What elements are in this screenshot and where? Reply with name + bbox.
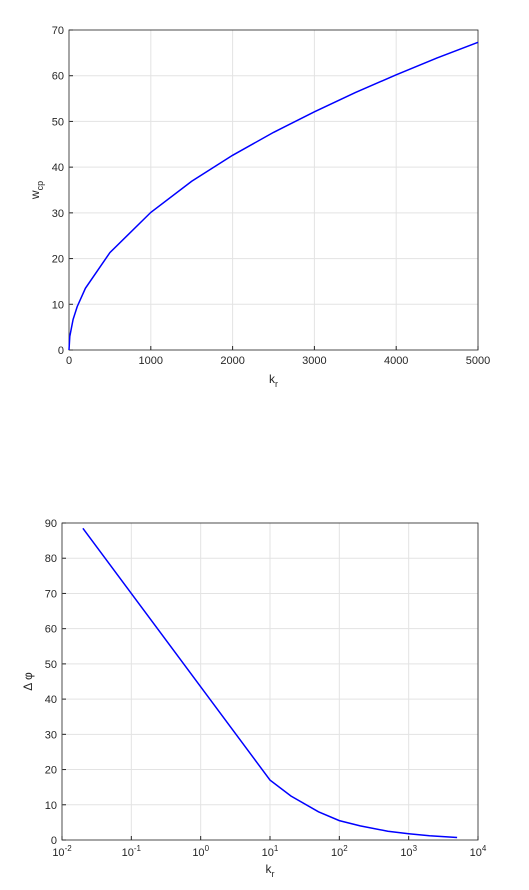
x-tick-label: 103 bbox=[400, 844, 417, 859]
x-tick-exponent: 4 bbox=[482, 844, 487, 853]
y-tick-label: 70 bbox=[52, 25, 64, 37]
x-tick-label: 101 bbox=[262, 844, 279, 859]
x-tick-base: 10 bbox=[52, 847, 64, 859]
x-tick-label: 102 bbox=[331, 844, 348, 859]
axes-frame bbox=[68, 29, 479, 351]
x-tick-label: 104 bbox=[470, 844, 487, 859]
y-label-main: w bbox=[28, 190, 42, 200]
x-tick-exponent: 1 bbox=[274, 844, 279, 853]
y-tick-label: 30 bbox=[52, 208, 64, 220]
axes-background bbox=[69, 30, 478, 350]
y-tick-label: 10 bbox=[45, 800, 57, 812]
y-tick-label: 60 bbox=[45, 624, 57, 636]
y-label-main: Δ φ bbox=[21, 672, 35, 691]
x-label-main: k bbox=[266, 862, 273, 876]
x-tick-label: 2000 bbox=[220, 355, 244, 367]
y-axis-label: wcp bbox=[28, 181, 45, 200]
y-label-sub: cp bbox=[35, 181, 45, 191]
data-line bbox=[68, 41, 479, 351]
x-tick-label: 3000 bbox=[302, 355, 326, 367]
x-tick-exponent: -1 bbox=[134, 844, 142, 853]
y-tick-label: 20 bbox=[52, 254, 64, 266]
y-tick-label: 80 bbox=[45, 553, 57, 565]
x-label-main: k bbox=[269, 372, 276, 386]
y-tick-label: 60 bbox=[52, 71, 64, 83]
x-tick-label: 10-1 bbox=[122, 844, 142, 859]
x-tick-exponent: -2 bbox=[65, 844, 73, 853]
x-tick-base: 10 bbox=[470, 847, 482, 859]
x-tick-base: 10 bbox=[262, 847, 274, 859]
y-tick-label: 50 bbox=[45, 659, 57, 671]
y-tick-label: 50 bbox=[52, 116, 64, 128]
x-tick-label: 5000 bbox=[466, 355, 490, 367]
x-tick-base: 10 bbox=[331, 847, 343, 859]
y-tick-label: 0 bbox=[51, 835, 57, 847]
x-tick-exponent: 0 bbox=[205, 844, 210, 853]
x-tick-label: 1000 bbox=[139, 355, 163, 367]
x-label-sub: r bbox=[272, 869, 275, 879]
y-tick-label: 40 bbox=[52, 162, 64, 174]
y-tick-label: 20 bbox=[45, 765, 57, 777]
y-tick-label: 10 bbox=[52, 299, 64, 311]
x-tick-label: 100 bbox=[192, 844, 209, 859]
x-axis-label: kr bbox=[266, 862, 275, 879]
x-tick-label: 10-2 bbox=[52, 844, 72, 859]
y-tick-label: 40 bbox=[45, 694, 57, 706]
y-tick-label: 30 bbox=[45, 729, 57, 741]
x-label-sub: r bbox=[275, 379, 278, 389]
x-tick-base: 10 bbox=[122, 847, 134, 859]
axes-frame bbox=[61, 522, 479, 841]
y-axis-label: Δ φ bbox=[21, 672, 35, 691]
data-line bbox=[82, 527, 458, 839]
x-tick-exponent: 3 bbox=[413, 844, 418, 853]
x-tick-base: 10 bbox=[400, 847, 412, 859]
x-tick-exponent: 2 bbox=[343, 844, 348, 853]
y-tick-label: 70 bbox=[45, 588, 57, 600]
y-tick-label: 90 bbox=[45, 518, 57, 530]
y-tick-label: 0 bbox=[58, 345, 64, 357]
x-tick-base: 10 bbox=[192, 847, 204, 859]
x-axis-label: kr bbox=[269, 372, 278, 389]
x-tick-label: 4000 bbox=[384, 355, 408, 367]
x-tick-label: 0 bbox=[66, 355, 72, 367]
